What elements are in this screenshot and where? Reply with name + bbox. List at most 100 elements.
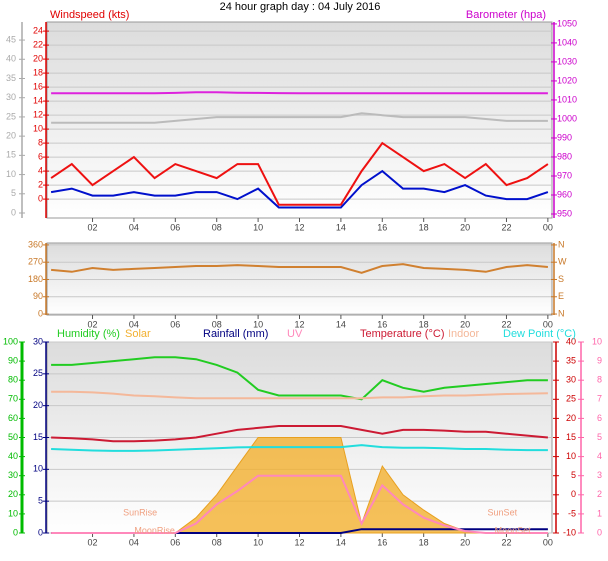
chart-title: 24 hour graph day : 04 July 2016: [220, 1, 381, 13]
y4-tick-label: 5: [597, 432, 602, 442]
y2-tick-label: 10: [566, 451, 576, 461]
y-tick-label: 2: [38, 179, 43, 189]
y-tick-label: 100: [3, 336, 18, 346]
y2-tick-label: 1040: [557, 37, 577, 47]
plot-area: [46, 21, 553, 219]
y-tick-label: 50: [8, 432, 18, 442]
series-line: [51, 390, 548, 400]
y-tick-label: 24: [33, 25, 43, 35]
x-tick-label: 16: [377, 319, 387, 329]
series-line: [50, 141, 549, 206]
y2-tick-label: 950: [557, 208, 572, 218]
x-tick-label: 08: [212, 222, 222, 232]
x-tick-label: 00: [543, 537, 553, 547]
series-line: [51, 91, 548, 95]
y2-tick-label: 980: [557, 151, 572, 161]
y4-tick-label: 4: [597, 451, 602, 461]
x-tick-label: 00: [543, 222, 553, 232]
x-tick-label: 02: [88, 222, 98, 232]
y3-tick-label: 10: [33, 464, 43, 474]
y3-tick-label: 45: [6, 34, 16, 44]
y2-axis-label: Barometer (hpa): [466, 9, 546, 21]
y3-tick-label: 20: [6, 131, 16, 141]
x-tick-label: 18: [419, 319, 429, 329]
y-tick-label: 20: [8, 489, 18, 499]
y2-tick-label: 15: [566, 432, 576, 442]
y2-tick-label: 35: [566, 355, 576, 365]
y4-tick-label: 8: [597, 375, 602, 385]
y-tick-label: 90: [8, 355, 18, 365]
y3-tick-label: 25: [6, 111, 16, 121]
y2-tick-label: 1020: [557, 75, 577, 85]
y-tick-label: 180: [28, 274, 43, 284]
annotation: MoonSet: [495, 525, 532, 535]
y3-tick-label: 0: [38, 527, 43, 537]
y2-tick-label: 1000: [557, 113, 577, 123]
y3-tick-label: 5: [11, 188, 16, 198]
x-tick-label: 08: [212, 537, 222, 547]
legend-entry: Rainfall (mm): [203, 328, 268, 340]
y-tick-label: 18: [33, 67, 43, 77]
y2-tick-label: 25: [566, 394, 576, 404]
y4-tick-label: 7: [597, 394, 602, 404]
y2-tick-label: 1050: [557, 18, 577, 28]
y-tick-label: 4: [38, 165, 43, 175]
y3-tick-label: 30: [6, 92, 16, 102]
series-line: [51, 356, 548, 401]
x-tick-label: 10: [253, 222, 263, 232]
y-tick-label: 10: [8, 508, 18, 518]
y2-tick-label: 5: [571, 470, 576, 480]
x-tick-label: 22: [501, 537, 511, 547]
y-tick-label: 16: [33, 81, 43, 91]
y3-tick-label: 35: [6, 73, 16, 83]
y2-tick-label: E: [558, 291, 564, 301]
y2-tick-label: 20: [566, 413, 576, 423]
legend-entry: Humidity (%): [57, 328, 120, 340]
y4-tick-label: 10: [592, 336, 602, 346]
y4-tick-label: 6: [597, 413, 602, 423]
series-line: [51, 112, 548, 124]
y3-tick-label: 10: [6, 169, 16, 179]
y2-tick-label: 30: [566, 375, 576, 385]
x-tick-label: 14: [336, 222, 346, 232]
y-tick-label: 0: [38, 308, 43, 318]
x-tick-label: 04: [129, 537, 139, 547]
y2-tick-label: -5: [568, 508, 576, 518]
series-line: [50, 169, 549, 209]
x-tick-label: 20: [460, 222, 470, 232]
y2-tick-label: 990: [557, 132, 572, 142]
y2-tick-label: 1030: [557, 56, 577, 66]
y4-tick-label: 3: [597, 470, 602, 480]
y2-tick-label: -10: [563, 527, 576, 537]
y-tick-label: 6: [38, 151, 43, 161]
y-tick-label: 60: [8, 413, 18, 423]
annotation: MoonRise: [134, 525, 175, 535]
x-tick-label: 14: [336, 537, 346, 547]
x-tick-label: 06: [170, 222, 180, 232]
x-tick-label: 10: [253, 319, 263, 329]
y-tick-label: 360: [28, 239, 43, 249]
y-tick-label: 0: [13, 527, 18, 537]
legend-entry: Temperature (°C): [360, 328, 444, 340]
y2-tick-label: N: [558, 239, 565, 249]
x-tick-label: 08: [212, 319, 222, 329]
x-tick-label: 22: [501, 319, 511, 329]
x-tick-label: 02: [88, 319, 98, 329]
x-tick-label: 04: [129, 222, 139, 232]
legend-entry: Solar: [125, 328, 151, 340]
y3-tick-label: 15: [6, 150, 16, 160]
y2-tick-label: S: [558, 274, 564, 284]
y2-tick-label: N: [558, 308, 565, 318]
y3-tick-label: 0: [11, 207, 16, 217]
legend-entry: Dew Point (°C): [503, 328, 576, 340]
y3-tick-label: 30: [33, 336, 43, 346]
y-tick-label: 14: [33, 95, 43, 105]
y-tick-label: 22: [33, 39, 43, 49]
y2-tick-label: 0: [571, 489, 576, 499]
y-tick-label: 40: [8, 451, 18, 461]
y-tick-label: 20: [33, 53, 43, 63]
legend-entry: UV: [287, 328, 303, 340]
x-tick-label: 16: [377, 222, 387, 232]
y3-tick-label: 40: [6, 54, 16, 64]
x-tick-label: 18: [419, 537, 429, 547]
